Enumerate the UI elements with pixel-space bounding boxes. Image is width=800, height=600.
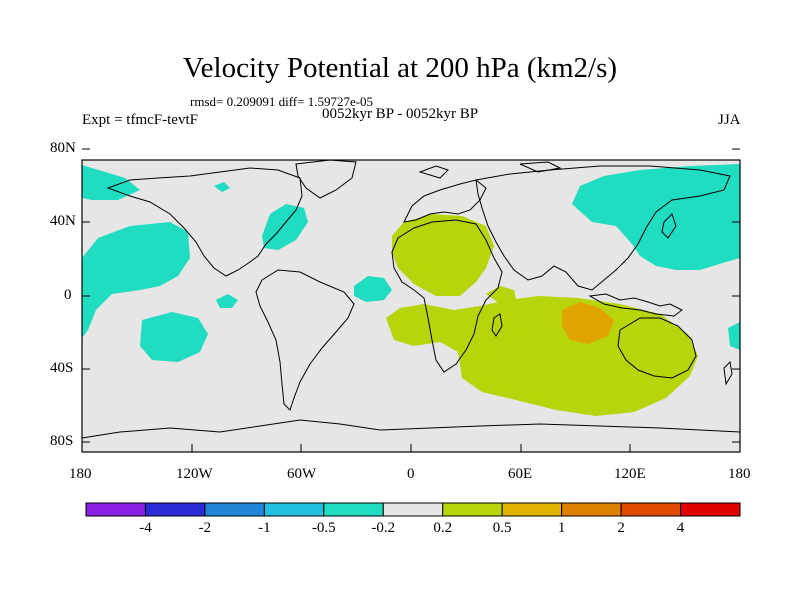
lon-label-60w: 60W xyxy=(287,466,317,482)
lon-label-120e: 120E xyxy=(614,466,646,482)
colorbar-label: -4 xyxy=(139,520,152,536)
coast-new-zealand xyxy=(723,360,733,386)
colorbar-label: 4 xyxy=(676,520,685,536)
lon-label-120w: 120W xyxy=(176,466,213,482)
colorbar-label: 2 xyxy=(617,520,625,536)
map-title: Velocity Potential at 200 hPa (km2/s) xyxy=(182,52,618,84)
colorbar-label: 1 xyxy=(557,520,566,536)
lat-label-40s: 40S xyxy=(50,360,74,376)
lat-label-80s: 80S xyxy=(50,433,74,449)
neg-region-canada xyxy=(214,182,230,192)
coast-north-america xyxy=(106,167,303,277)
colorbar-box xyxy=(144,502,206,517)
colorbar xyxy=(85,502,741,517)
lon-label-180w: 180 xyxy=(69,466,92,482)
colorbar-label: -0.2 xyxy=(371,520,396,536)
lat-ticks xyxy=(82,148,740,443)
coast-madagascar xyxy=(491,313,503,337)
neg-region-eqatlantic xyxy=(354,276,392,302)
neg-region-natlantic xyxy=(262,204,308,250)
colorbar-box xyxy=(620,502,682,517)
lon-label-0: 0 xyxy=(407,466,415,482)
lat-label-40n: 40N xyxy=(50,213,76,229)
lon-ticks xyxy=(81,444,741,452)
colorbar-box xyxy=(501,502,563,517)
colorbar-box xyxy=(263,502,325,517)
colorbar-box xyxy=(382,502,444,517)
neg-region-asia-npacific xyxy=(572,164,740,270)
experiment-label: Expt = tfmcF-tevtF xyxy=(82,112,198,128)
colorbar-box xyxy=(323,502,384,517)
lon-label-60e: 60E xyxy=(508,466,533,482)
coast-antarctica xyxy=(81,419,741,439)
neg-region-npacific-west xyxy=(82,165,140,200)
coast-arctic-islands xyxy=(418,161,562,179)
pos-region-arabia xyxy=(486,286,516,304)
stats-text: rmsd= 0.209091 diff= 1.59727e-05 xyxy=(190,94,374,109)
neg-region-small-pacific xyxy=(216,294,238,308)
pos-region-indian-australia xyxy=(386,296,698,416)
coast-greenland xyxy=(295,159,357,199)
colorbar-label: -2 xyxy=(198,520,212,536)
coast-australia xyxy=(617,317,697,379)
lat-label-80n: 80N xyxy=(50,140,76,156)
colorbar-label: -0.5 xyxy=(311,520,336,536)
pos-region-indian-core xyxy=(562,302,614,344)
colorbar-box xyxy=(85,502,146,517)
coast-africa xyxy=(391,219,503,373)
coastlines xyxy=(81,159,741,439)
neg-region-spacific xyxy=(140,312,208,362)
field-shading xyxy=(82,164,740,416)
colorbar-box xyxy=(442,502,503,517)
coast-asia xyxy=(475,165,731,291)
lat-label-0: 0 xyxy=(64,287,72,303)
period-subtitle: 0052kyr BP - 0052kyr BP xyxy=(321,106,479,122)
season-label: JJA xyxy=(718,112,741,128)
colorbar-box xyxy=(204,502,265,517)
colorbar-label: -1 xyxy=(258,520,271,536)
colorbar-box xyxy=(680,502,741,517)
colorbar-box xyxy=(561,502,622,517)
lon-label-180e: 180 xyxy=(728,466,751,482)
neg-region-npacific-east xyxy=(82,222,190,338)
coast-indonesia xyxy=(588,293,683,317)
colorbar-label: 0.5 xyxy=(492,520,512,536)
pos-region-nafrica xyxy=(392,214,494,296)
neg-region-eastern-edge xyxy=(728,322,740,350)
coast-japan xyxy=(661,213,677,239)
coast-europe xyxy=(403,179,487,223)
coast-south-america xyxy=(255,269,355,411)
colorbar-label: 0.2 xyxy=(433,520,453,536)
